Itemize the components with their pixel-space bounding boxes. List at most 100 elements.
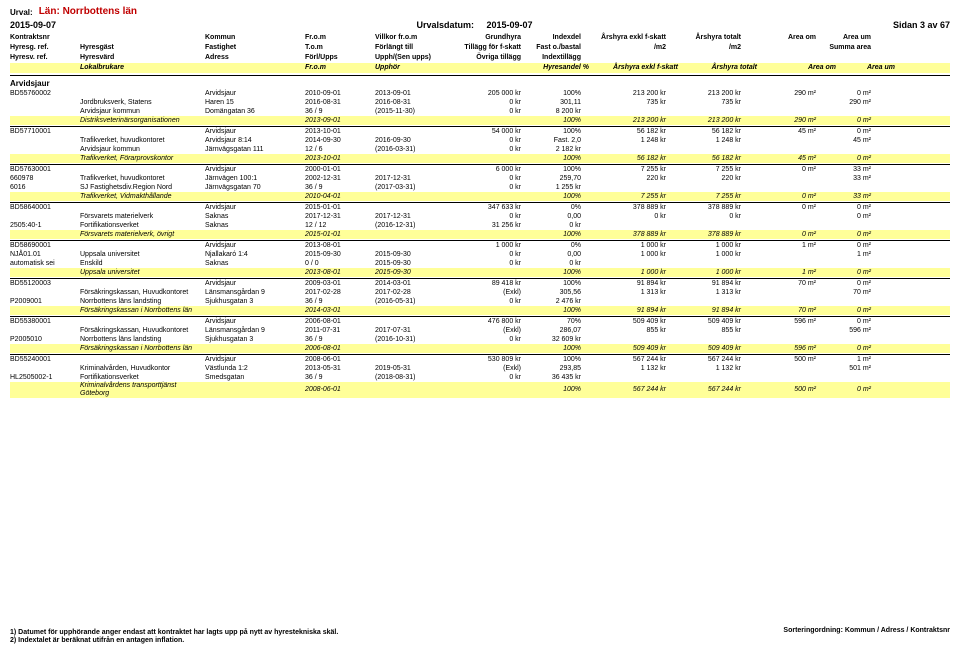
- cell: 2013-09-01: [305, 117, 375, 125]
- contract-block: BD55380001Arvidsjaur2006-08-01476 800 kr…: [10, 317, 950, 355]
- data-row: automatisk seiEnskildSaknas0 / 02015-09-…: [10, 259, 950, 268]
- cell: 2014-03-01: [375, 280, 445, 288]
- urvalsdatum-label: Urvalsdatum:: [416, 20, 474, 30]
- cell: 100%: [525, 386, 585, 394]
- cell: 2013-05-31: [305, 365, 375, 373]
- cell: Trafikverket, Vidmakthållande: [80, 193, 205, 201]
- cell: 0 m²: [820, 90, 875, 98]
- cell: 1 000 kr: [585, 251, 670, 259]
- lokalbrukare-header: Lokalbrukare Fr.o.m Upphör Hyresandel % …: [10, 63, 950, 73]
- cell: 0 kr: [525, 222, 585, 230]
- cell: 1 000 kr: [670, 251, 745, 259]
- cell: 596 m²: [745, 318, 820, 326]
- cell: 290 m²: [745, 90, 820, 98]
- cell: 1 248 kr: [585, 137, 670, 145]
- hdr3-c2: Adress: [205, 54, 305, 62]
- hdr-arshyra-exkl: Årshyra exkl f-skatt: [585, 34, 670, 42]
- cell: 567 244 kr: [670, 386, 745, 394]
- cell: Arvidsjaur: [205, 90, 305, 98]
- cell: Trafikverket, huvudkontoret: [80, 137, 205, 145]
- hdr-blank: [80, 34, 205, 42]
- cell: 2014-03-01: [305, 307, 375, 315]
- cell: 2011-07-31: [305, 327, 375, 335]
- cell: 0%: [525, 242, 585, 250]
- cell: P2005010: [10, 336, 80, 344]
- cell: Arvidsjaur: [205, 242, 305, 250]
- cell: Arvidsjaur: [205, 318, 305, 326]
- data-row: BD55120003Arvidsjaur2009-03-012014-03-01…: [10, 279, 950, 288]
- cell: 509 409 kr: [670, 345, 745, 353]
- cell: 2015-09-30: [375, 251, 445, 259]
- cell: BD55760002: [10, 90, 80, 98]
- hdr-from: Fr.o.m: [305, 34, 375, 42]
- cell: 2015-09-30: [375, 260, 445, 268]
- cell: (2017-03-31): [375, 184, 445, 192]
- hdr2-c0: Hyresg. ref.: [10, 44, 80, 52]
- cell: 2017-12-31: [375, 175, 445, 183]
- cell: Enskild: [80, 260, 205, 268]
- cell: 301,11: [525, 99, 585, 107]
- summary-row: Trafikverket, Förarprovskontor2013-10-01…: [10, 154, 950, 163]
- cell: 91 894 kr: [585, 307, 670, 315]
- cell: 2008-06-01: [305, 356, 375, 364]
- cell: 70%: [525, 318, 585, 326]
- cell: Länsmansgårdan 9: [205, 327, 305, 335]
- lokal-c8: Årshyra totalt: [682, 64, 761, 72]
- cell: 56 182 kr: [585, 128, 670, 136]
- cell: Saknas: [205, 260, 305, 268]
- cell: 0 m²: [820, 280, 875, 288]
- cell: 530 809 kr: [445, 356, 525, 364]
- cell: 0 m²: [745, 231, 820, 239]
- summary-row: Försäkringskassan i Norrbottens län2014-…: [10, 306, 950, 315]
- cell: 220 kr: [585, 175, 670, 183]
- cell: 290 m²: [745, 117, 820, 125]
- lan-title: Län: Norrbottens län: [39, 6, 137, 18]
- cell: 213 200 kr: [585, 117, 670, 125]
- cell: Arvidsjaur kommun: [80, 108, 205, 116]
- lokal-c4: Upphör: [375, 64, 445, 72]
- cell: 70 m²: [745, 307, 820, 315]
- cell: 0%: [525, 204, 585, 212]
- cell: 2017-02-28: [375, 289, 445, 297]
- hdr3-c1: Hyresvärd: [80, 54, 205, 62]
- cell: 0 kr: [445, 137, 525, 145]
- data-row: BD55240001Arvidsjaur2008-06-01530 809 kr…: [10, 355, 950, 364]
- lokal-c1: Lokalbrukare: [80, 64, 205, 72]
- cell: 7 255 kr: [670, 193, 745, 201]
- cell: BD58690001: [10, 242, 80, 250]
- cell: (2015-11-30): [375, 108, 445, 116]
- cell: 855 kr: [585, 327, 670, 335]
- data-row: Försäkringskassan, HuvudkontoretLänsmans…: [10, 288, 950, 297]
- cell: 0 kr: [445, 146, 525, 154]
- cell: Norrbottens läns landsting: [80, 336, 205, 344]
- data-row: P2009001Norrbottens läns landstingSjukhu…: [10, 297, 950, 306]
- cell: Arvidsjaur 8:14: [205, 137, 305, 145]
- lokal-c6: Hyresandel %: [529, 64, 593, 72]
- cell: 100%: [525, 231, 585, 239]
- cell: 2016-09-30: [375, 137, 445, 145]
- cell: 205 000 kr: [445, 90, 525, 98]
- cell: 1 000 kr: [585, 269, 670, 277]
- cell: 0 kr: [445, 108, 525, 116]
- cell: BD55120003: [10, 280, 80, 288]
- cell: (Exkl): [445, 327, 525, 335]
- cell: 2016-08-31: [375, 99, 445, 107]
- cell: 1 132 kr: [585, 365, 670, 373]
- cell: 100%: [525, 307, 585, 315]
- data-row: 6016SJ Fastighetsdiv.Region NordJärnvägs…: [10, 183, 950, 192]
- cell: Arvidsjaur: [205, 204, 305, 212]
- cell: Länsmansgårdan 9: [205, 289, 305, 297]
- cell: BD58640001: [10, 204, 80, 212]
- cell: 0 m²: [820, 231, 875, 239]
- hdr-villkor: Villkor fr.o.m: [375, 34, 445, 42]
- cell: 735 kr: [670, 99, 745, 107]
- hdr3-c9: [745, 54, 820, 62]
- data-row: BD58690001Arvidsjaur2013-08-011 000 kr0%…: [10, 241, 950, 250]
- cell: 100%: [525, 345, 585, 353]
- cell: 2017-12-31: [305, 213, 375, 221]
- lokal-c10: Area um: [840, 64, 899, 72]
- cell: 0 kr: [445, 251, 525, 259]
- contract-block: BD57630001Arvidsjaur2000-01-016 000 kr10…: [10, 165, 950, 203]
- cell: 2019-05-31: [375, 365, 445, 373]
- cell: 31 256 kr: [445, 222, 525, 230]
